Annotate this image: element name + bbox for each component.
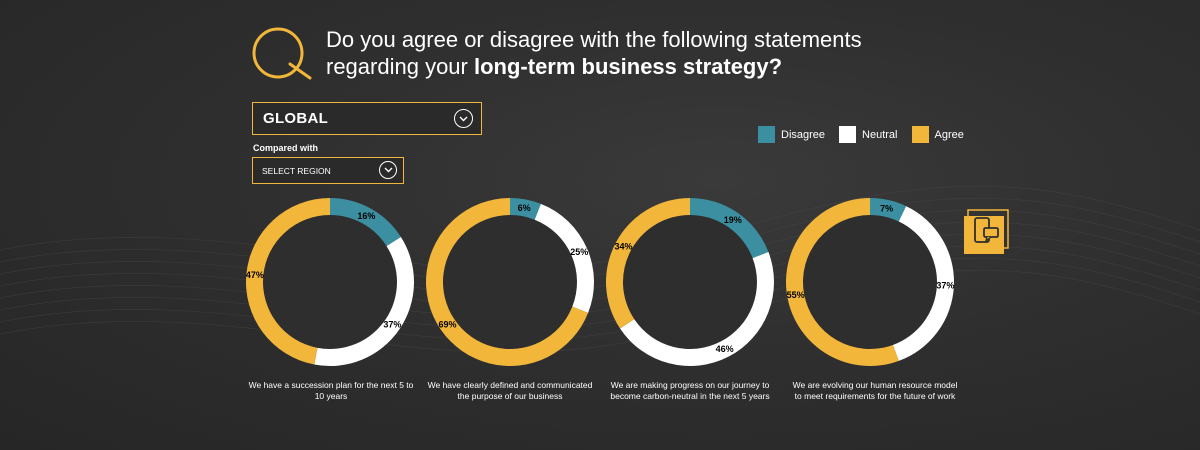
question-line-1: Do you agree or disagree with the follow… — [326, 27, 862, 52]
legend-item-agree: Agree — [911, 126, 964, 143]
chart-4-label-agree: 55% — [787, 290, 805, 300]
phone-chat-icon — [964, 209, 1009, 254]
chart-4-slice-neutral — [892, 206, 954, 361]
question-line-2-prefix: regarding your — [326, 54, 474, 79]
chart-2-slice-neutral — [534, 203, 594, 313]
question-line-2-bold: long-term business strategy? — [473, 54, 783, 79]
caption-chart-4: We are evolving our human resource model… — [792, 380, 958, 401]
legend-swatch-agree — [911, 126, 929, 143]
caption-chart-2: We have clearly defined and communicated… — [427, 380, 593, 401]
chart-2-label-neutral: 25% — [570, 247, 588, 257]
chart-3-label-agree: 34% — [614, 241, 632, 251]
legend-swatch-disagree — [758, 126, 775, 143]
legend-label-disagree: Disagree — [781, 128, 826, 141]
chart-1-hole — [263, 215, 397, 349]
region-select-value: SELECT REGION — [262, 165, 331, 176]
chart-4-label-disagree: 7% — [880, 203, 893, 213]
chart-3-label-disagree: 19% — [724, 215, 742, 225]
legend-label-agree: Agree — [934, 128, 964, 141]
chart-2-label-disagree: 6% — [518, 203, 531, 213]
region-select[interactable]: SELECT REGION — [252, 157, 404, 184]
caption-chart-1: We have a succession plan for the next 5… — [248, 380, 414, 401]
chart-2-label-agree: 69% — [439, 319, 457, 329]
chart-4-label-neutral: 37% — [936, 281, 954, 291]
caption-chart-3: We are making progress on our journey to… — [610, 380, 770, 401]
legend-item-disagree: Disagree — [758, 126, 825, 143]
chart-legend: Disagree Neutral Agree — [758, 126, 964, 143]
question-text: Do you agree or disagree with the follow… — [326, 26, 966, 80]
chart-3-hole — [623, 215, 757, 349]
compared-with-label: Compared with — [253, 143, 319, 153]
q-logo-icon — [252, 27, 312, 80]
chart-4-hole — [803, 215, 937, 349]
legend-label-neutral: Neutral — [862, 128, 898, 141]
chart-1-label-neutral: 37% — [383, 319, 401, 329]
chart-4-slice-disagree — [870, 198, 907, 222]
chevron-down-icon — [454, 109, 473, 128]
legend-swatch-neutral — [839, 126, 857, 143]
chart-1-slice-agree — [246, 198, 330, 365]
global-select[interactable]: GLOBAL — [252, 102, 482, 135]
chevron-down-icon — [379, 161, 397, 179]
chart-1-label-agree: 47% — [246, 270, 264, 280]
chart-2-slice-disagree — [510, 198, 541, 220]
chart-1-slice-neutral — [314, 236, 414, 366]
chart-3-label-neutral: 46% — [716, 344, 734, 354]
chart-3-slice-agree — [606, 198, 690, 329]
chart-3-slice-neutral — [620, 252, 775, 366]
chart-2-hole — [443, 215, 577, 349]
global-select-value: GLOBAL — [263, 110, 329, 127]
chart-4-slice-agree — [786, 198, 899, 366]
chart-1-slice-disagree — [330, 198, 401, 247]
chart-3-slice-disagree — [690, 198, 769, 259]
legend-item-neutral: Neutral — [839, 126, 898, 143]
chart-1-label-disagree: 16% — [357, 211, 375, 221]
